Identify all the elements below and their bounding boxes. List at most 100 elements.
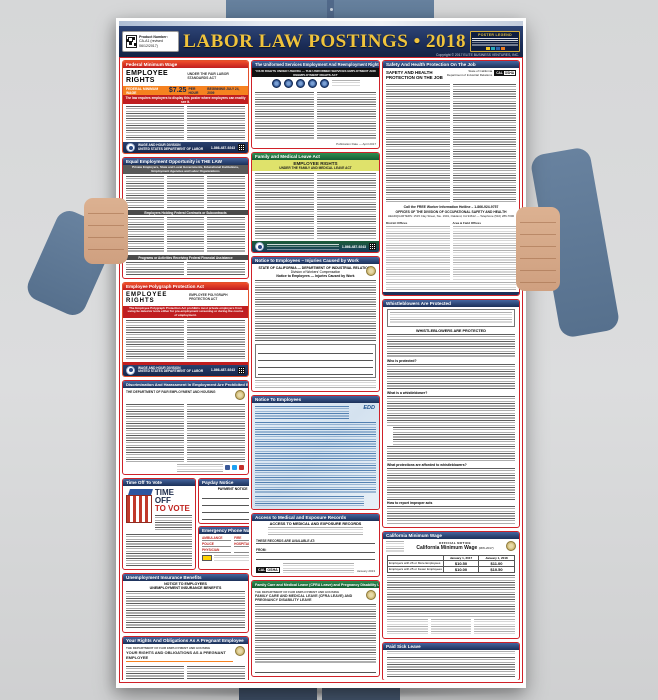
text-block bbox=[126, 665, 184, 680]
text-block bbox=[386, 226, 450, 280]
userra-pub-date: Publication Date — April 2017 bbox=[336, 142, 376, 146]
emergency-field: POLICE bbox=[202, 542, 232, 547]
form-line bbox=[258, 361, 373, 368]
military-seal-icon bbox=[295, 79, 305, 88]
legend-chip bbox=[485, 47, 490, 50]
unemployment-heading2: UNEMPLOYMENT INSURANCE BENEFITS bbox=[149, 585, 222, 590]
twitter-icon bbox=[232, 465, 237, 471]
whd-footer-text: WAGE AND HOUR DIVISION UNITED STATES DEP… bbox=[138, 366, 208, 375]
fmla-phone: 1-866-487-9243 bbox=[341, 244, 366, 249]
text-block bbox=[387, 334, 515, 358]
footer-qr-icon bbox=[238, 366, 245, 374]
eeo-text-2 bbox=[123, 215, 248, 255]
text-block bbox=[207, 176, 246, 209]
whd-line1: WAGE AND HOUR DIVISION bbox=[138, 142, 181, 147]
section-payday-notice: Payday Notice PAYMENT NOTICE bbox=[198, 477, 249, 524]
whd-logo-icon bbox=[126, 365, 135, 375]
safety-hq-line: HEADQUARTERS: 1515 Clay Street, Ste. 190… bbox=[387, 214, 515, 218]
text-block bbox=[187, 403, 245, 462]
ca-wage-code: (MW-2017) bbox=[478, 546, 494, 550]
whistle-q3: What protections are afforded to whistle… bbox=[387, 463, 467, 467]
poster-title: LABOR LAW POSTINGS • 2018 bbox=[183, 30, 466, 52]
payday-title: Payday Notice bbox=[199, 478, 249, 486]
emergency-field-blank bbox=[234, 548, 249, 553]
qr-code-icon bbox=[126, 35, 138, 48]
legend-chip bbox=[495, 47, 500, 50]
ca-wage-col-2017: January 1, 2017 bbox=[444, 556, 479, 561]
cal-osha-cal: CAL bbox=[257, 568, 267, 572]
unemployment-title: Unemployment Insurance Benefits bbox=[123, 573, 248, 581]
text-block bbox=[126, 176, 164, 209]
text-block bbox=[255, 496, 364, 506]
minimum-wage-rate: $7.25 bbox=[168, 87, 187, 94]
left-column: Federal Minimum Wage EMPLOYEE RIGHTS UND… bbox=[122, 60, 249, 680]
eeo-title: Equal Employment Opportunity is THE LAW bbox=[123, 158, 248, 165]
ca-wage-col-2018: January 1, 2018 bbox=[479, 556, 514, 561]
display-note: The law requires employers to display th… bbox=[123, 95, 248, 104]
youtube-icon bbox=[239, 465, 244, 471]
section-access-records: Access to Medical and Exposure Records A… bbox=[251, 513, 380, 577]
text-block bbox=[267, 243, 339, 250]
whd-line2: UNITED STATES DEPARTMENT OF LABOR bbox=[138, 146, 204, 151]
unemployment-heading1: NOTICE TO EMPLOYEES bbox=[164, 581, 207, 586]
text-block bbox=[255, 380, 376, 388]
offices-col1-label: District Offices bbox=[386, 221, 408, 225]
ballot-box-front bbox=[126, 494, 152, 523]
emergency-title: Emergency Phone Numbers bbox=[199, 526, 249, 534]
injuries-line1: STATE OF CALIFORNIA — DEPARTMENT OF INDU… bbox=[258, 266, 373, 270]
safety-offices-heading: OFFICES OF THE DIVISION OF OCCUPATIONAL … bbox=[395, 210, 507, 214]
whistle-q4: How to report improper acts bbox=[387, 501, 433, 505]
dfeh-seal-icon bbox=[235, 645, 245, 656]
text-block bbox=[452, 84, 516, 202]
ca-wage-heading: California Minimum Wage (MW-2017) bbox=[406, 545, 504, 551]
eeo-text-3 bbox=[123, 260, 248, 278]
text-block bbox=[126, 106, 184, 140]
section-discrimination: Discrimination And Harassment In Employm… bbox=[122, 379, 249, 475]
userra-title: The Uniformed Services Employment And Re… bbox=[252, 61, 379, 68]
safety-state: State of California bbox=[468, 69, 493, 73]
vote-title: Time Off To Vote bbox=[123, 478, 195, 486]
eeo-text-1 bbox=[123, 174, 248, 210]
whd-footer-2: WAGE AND HOUR DIVISION UNITED STATES DEP… bbox=[123, 364, 248, 376]
whd-logo-icon bbox=[255, 242, 264, 251]
form-line bbox=[258, 368, 373, 375]
emergency-field: FIRE bbox=[234, 536, 249, 541]
text-block bbox=[268, 527, 363, 535]
text-block bbox=[255, 92, 314, 140]
access-date: January 2013 bbox=[356, 569, 375, 573]
section-emergency-numbers: Emergency Phone Numbers AMBULANCE FIRE P… bbox=[198, 525, 249, 570]
middle-column: The Uniformed Services Employment And Re… bbox=[251, 60, 380, 680]
eeo-band1: Private Employers, State and Local Gover… bbox=[123, 165, 248, 175]
text-block bbox=[386, 282, 516, 290]
section-polygraph: Employee Polygraph Protection Act EMPLOY… bbox=[122, 282, 249, 377]
edd-title: Notice To Employees bbox=[252, 396, 379, 403]
text-block bbox=[126, 217, 164, 254]
whd-footer: WAGE AND HOUR DIVISION UNITED STATES DEP… bbox=[123, 142, 248, 153]
ca-wage-row-label: Employers with 25 or Fewer Employees bbox=[388, 567, 444, 572]
legend-chip bbox=[490, 47, 495, 50]
text-block bbox=[386, 84, 450, 202]
ca-wage-table: January 1, 2017 January 1, 2018 Employer… bbox=[387, 555, 515, 573]
section-edd-notice: Notice To Employees EDD bbox=[251, 395, 380, 510]
safety-title: Safety And Health Protection On The Job bbox=[383, 61, 519, 68]
discrimination-text bbox=[123, 402, 248, 464]
text-block bbox=[126, 319, 184, 360]
ca-wage-row-label: Employers with 26 or More Employees bbox=[388, 561, 444, 567]
emergency-field: HOSPITAL bbox=[234, 542, 249, 547]
text-block bbox=[187, 665, 245, 680]
whistle-note-box bbox=[387, 309, 515, 327]
access-title: Access to Medical and Exposure Records bbox=[252, 514, 379, 521]
section-federal-minimum-wage: Federal Minimum Wage EMPLOYEE RIGHTS UND… bbox=[122, 60, 249, 154]
employee-rights-heading: EMPLOYEE RIGHTS bbox=[126, 70, 169, 84]
footer-qr-icon bbox=[369, 243, 376, 250]
section-eeo: Equal Employment Opportunity is THE LAW … bbox=[122, 157, 249, 280]
text-block bbox=[282, 563, 354, 573]
poster-top-strip bbox=[119, 21, 523, 26]
text-block bbox=[154, 514, 192, 531]
to-vote-text: TO VOTE bbox=[154, 503, 190, 513]
userra-band: YOUR RIGHTS UNDER USERRA — THE UNIFORMED… bbox=[252, 68, 379, 77]
right-hand-fingers bbox=[520, 211, 556, 287]
ballot-box-illustration bbox=[126, 488, 153, 531]
text-block bbox=[255, 604, 376, 664]
section-whistleblowers: Whistleblowers Are Protected WHISTLEBLOW… bbox=[382, 299, 520, 528]
